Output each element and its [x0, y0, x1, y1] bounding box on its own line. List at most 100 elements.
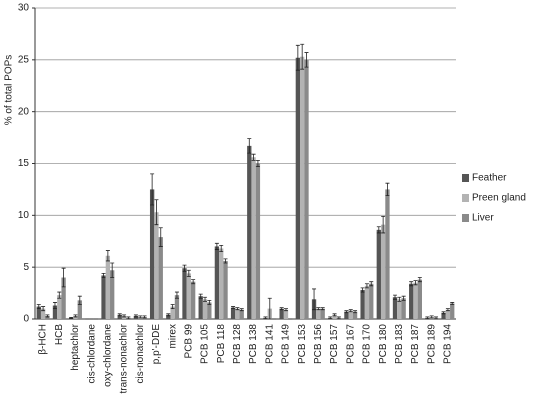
bar [279, 308, 284, 319]
error-bar [191, 279, 196, 285]
error-bar [348, 309, 353, 313]
error-bar [239, 308, 244, 312]
error-bar [101, 272, 106, 278]
error-bar [174, 291, 179, 299]
error-bar [52, 302, 57, 310]
error-bar [283, 308, 288, 312]
bar [40, 308, 46, 319]
bar [182, 268, 187, 319]
error-bar [142, 315, 147, 319]
error-bar [328, 316, 333, 320]
error-bar [417, 277, 422, 283]
error-bar [393, 294, 398, 300]
y-tick-label: 25 [18, 54, 30, 65]
error-bar [397, 296, 402, 302]
bar [202, 299, 208, 319]
error-bar [332, 313, 337, 317]
y-tick-label: 5 [23, 262, 29, 273]
bar [170, 306, 175, 319]
error-bar [223, 258, 228, 264]
bar [219, 248, 224, 319]
x-tick-label: PCB 141 [264, 324, 275, 364]
error-bar [186, 269, 191, 277]
x-tick-label: PCB 170 [362, 324, 373, 364]
bar [283, 309, 289, 319]
bar [320, 308, 325, 319]
x-tick-label: PCB 194 [443, 324, 454, 364]
error-bar [198, 293, 203, 299]
bar [441, 312, 446, 319]
bar [413, 282, 418, 319]
x-tick-label: PCB 157 [329, 324, 340, 364]
legend-swatch [462, 194, 469, 202]
error-bar [263, 316, 268, 320]
error-bar [450, 302, 455, 305]
bar [304, 59, 309, 319]
legend-swatch [462, 174, 469, 182]
error-bar [235, 307, 240, 311]
y-tick-label: 30 [18, 3, 30, 14]
bar [52, 305, 58, 319]
bar [110, 270, 115, 319]
bar [360, 289, 365, 319]
legend-swatch [462, 214, 469, 222]
y-tick-label: 20 [18, 106, 30, 117]
error-bar [425, 316, 430, 320]
bar [174, 295, 180, 319]
bar [247, 145, 252, 319]
error-bar [441, 311, 446, 315]
error-bar [105, 250, 110, 262]
bar [198, 296, 203, 319]
error-bar [158, 227, 163, 247]
legend-label: Feather [472, 173, 507, 184]
bar [105, 255, 111, 319]
error-bar [61, 267, 66, 288]
error-bar [150, 173, 155, 206]
x-tick-label: PCB 138 [248, 324, 259, 364]
error-bar [255, 159, 260, 168]
error-bar [36, 304, 41, 310]
error-bar [231, 306, 236, 310]
bar [239, 309, 244, 319]
bar [348, 310, 353, 319]
bar [117, 314, 122, 319]
y-tick-label: 15 [18, 158, 30, 169]
x-tick-label: PCB 149 [281, 324, 292, 364]
error-bar [300, 43, 305, 70]
error-bar [214, 242, 219, 250]
x-tick-label: PCB 105 [200, 324, 211, 364]
bar [392, 297, 398, 319]
error-bar [279, 307, 284, 311]
bar [376, 229, 381, 319]
bar [73, 315, 78, 319]
bar [385, 189, 390, 319]
error-bar [133, 314, 138, 318]
x-tick-label: oxy-chlordane [103, 324, 114, 387]
bar [154, 212, 159, 319]
error-bar [409, 281, 414, 287]
x-tick-label: HCB [54, 324, 65, 345]
bar [332, 314, 337, 319]
bar [223, 260, 228, 319]
error-bar [126, 316, 131, 320]
error-bar [166, 313, 171, 317]
y-tick-label: 0 [23, 314, 29, 325]
error-bar [77, 295, 82, 305]
bar [344, 311, 349, 319]
error-bar [381, 215, 386, 234]
error-bar [219, 244, 224, 253]
error-bar [353, 310, 358, 314]
bar [380, 224, 386, 319]
error-bar [376, 226, 381, 234]
x-tick-label: trans-nonachlor [119, 323, 130, 393]
error-bar [295, 44, 300, 71]
bar [57, 295, 62, 319]
x-tick-label: PCB 128 [232, 324, 243, 364]
error-bar [304, 52, 309, 68]
x-tick-label: heptachlor [70, 323, 81, 370]
bar [149, 189, 155, 319]
x-tick-label: PCB 187 [410, 324, 421, 364]
legend-label: Preen gland [472, 193, 526, 204]
error-bar [138, 315, 143, 319]
bar [352, 311, 358, 319]
